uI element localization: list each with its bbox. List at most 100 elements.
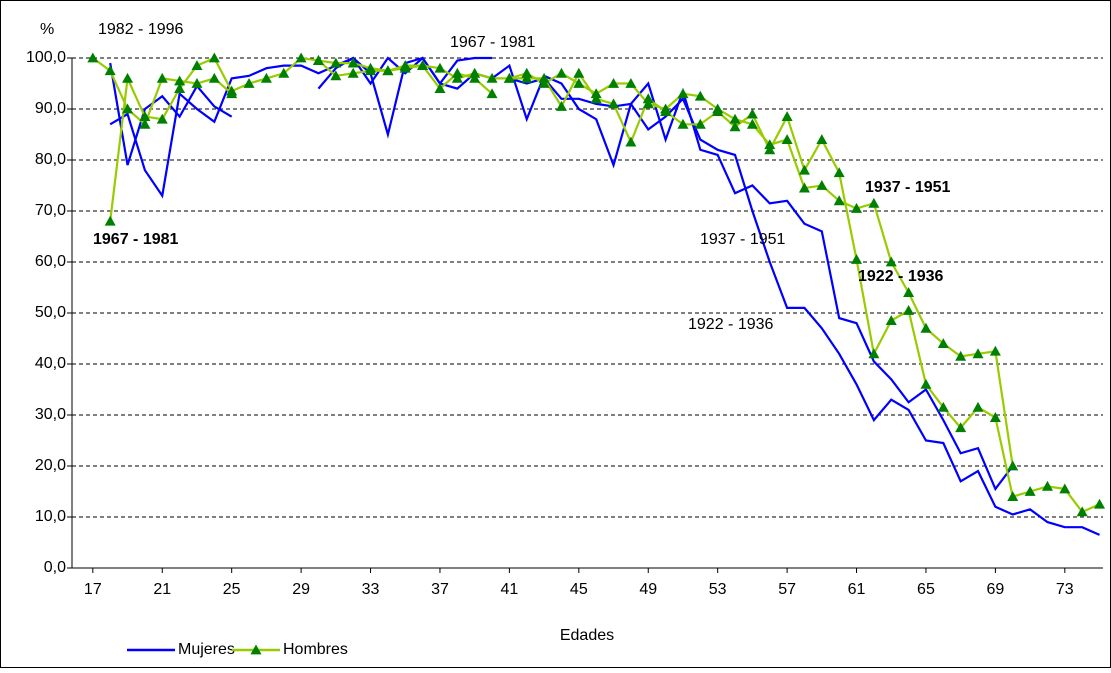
point-marker bbox=[746, 118, 758, 129]
point-marker bbox=[903, 304, 915, 315]
y-axis-label: % bbox=[40, 21, 54, 38]
point-marker bbox=[87, 52, 99, 63]
point-marker bbox=[538, 78, 550, 88]
point-marker bbox=[156, 113, 168, 124]
point-marker bbox=[469, 67, 481, 78]
x-tick-label: 53 bbox=[709, 581, 727, 598]
point-marker bbox=[434, 83, 446, 93]
point-marker bbox=[798, 182, 810, 193]
point-marker bbox=[1094, 498, 1106, 509]
point-marker bbox=[885, 256, 897, 267]
x-tick-label: 41 bbox=[500, 581, 518, 598]
point-marker bbox=[122, 72, 134, 83]
point-marker bbox=[365, 62, 377, 73]
point-marker bbox=[243, 78, 255, 88]
point-marker bbox=[712, 106, 724, 116]
point-marker bbox=[1076, 506, 1088, 517]
point-marker bbox=[989, 345, 1001, 356]
point-marker bbox=[1041, 480, 1053, 491]
point-marker bbox=[555, 67, 567, 78]
x-tick-label: 69 bbox=[986, 581, 1004, 598]
point-marker bbox=[208, 72, 220, 83]
point-marker bbox=[139, 118, 151, 129]
x-tick-label: 25 bbox=[223, 581, 241, 598]
series-line bbox=[317, 56, 1014, 492]
point-marker bbox=[816, 180, 828, 190]
point-marker bbox=[868, 348, 880, 359]
point-marker bbox=[330, 57, 342, 68]
annotation: 1937 - 1951 bbox=[700, 231, 786, 248]
point-marker bbox=[677, 88, 689, 99]
point-marker bbox=[330, 70, 342, 81]
annotation: 1922 - 1936 bbox=[858, 268, 944, 285]
x-tick-label: 65 bbox=[917, 581, 935, 598]
y-tick-label: 40,0 bbox=[35, 355, 66, 372]
point-marker bbox=[608, 78, 620, 88]
point-marker bbox=[122, 103, 134, 114]
point-marker bbox=[417, 60, 429, 71]
point-marker bbox=[642, 98, 654, 109]
point-marker bbox=[955, 422, 967, 433]
point-marker bbox=[781, 111, 793, 122]
point-marker bbox=[174, 83, 186, 93]
point-marker bbox=[139, 111, 151, 122]
point-marker bbox=[486, 88, 498, 99]
x-tick-label: 17 bbox=[84, 581, 102, 598]
point-marker bbox=[208, 52, 220, 63]
point-marker bbox=[781, 134, 793, 144]
x-tick-label: 33 bbox=[362, 581, 380, 598]
point-marker bbox=[104, 65, 116, 76]
point-marker bbox=[660, 106, 672, 116]
point-marker bbox=[156, 72, 168, 83]
annotation: 1937 - 1951 bbox=[865, 179, 951, 196]
point-marker bbox=[903, 287, 915, 297]
series-line bbox=[109, 62, 233, 166]
point-marker bbox=[746, 108, 758, 119]
y-tick-label: 10,0 bbox=[35, 508, 66, 525]
point-marker bbox=[278, 67, 290, 78]
point-marker bbox=[191, 60, 203, 71]
point-marker bbox=[469, 72, 481, 83]
x-tick-label: 49 bbox=[639, 581, 657, 598]
point-marker bbox=[764, 144, 776, 155]
y-tick-label: 0,0 bbox=[44, 559, 66, 576]
point-marker bbox=[573, 67, 585, 78]
point-marker bbox=[833, 167, 845, 178]
point-marker bbox=[434, 62, 446, 73]
y-tick-label: 20,0 bbox=[35, 457, 66, 474]
point-marker bbox=[104, 215, 116, 226]
point-marker bbox=[729, 121, 741, 132]
point-marker bbox=[955, 350, 967, 361]
point-marker bbox=[816, 134, 828, 144]
point-marker bbox=[798, 164, 810, 175]
point-marker bbox=[590, 88, 602, 99]
point-marker bbox=[555, 100, 567, 111]
point-marker bbox=[451, 72, 463, 83]
y-tick-label: 60,0 bbox=[35, 253, 66, 270]
annotation: 1982 - 1996 bbox=[98, 21, 184, 38]
point-marker bbox=[347, 67, 359, 78]
point-marker bbox=[885, 315, 897, 326]
point-marker bbox=[399, 62, 411, 73]
point-marker bbox=[1007, 460, 1019, 471]
point-marker bbox=[521, 72, 533, 83]
annotation: 1922 - 1936 bbox=[688, 316, 774, 333]
point-marker bbox=[382, 65, 394, 76]
point-marker bbox=[868, 197, 880, 208]
point-marker bbox=[573, 78, 585, 88]
point-marker bbox=[833, 195, 845, 206]
point-marker bbox=[226, 85, 238, 96]
point-marker bbox=[295, 52, 307, 63]
x-axis-title: Edades bbox=[560, 627, 614, 644]
legend-marker bbox=[250, 644, 262, 655]
point-marker bbox=[521, 67, 533, 78]
legend-label: Hombres bbox=[283, 641, 348, 658]
point-marker bbox=[764, 139, 776, 150]
point-marker bbox=[937, 401, 949, 412]
point-marker bbox=[538, 72, 550, 83]
point-marker bbox=[1059, 483, 1071, 494]
x-tick-label: 57 bbox=[778, 581, 796, 598]
y-tick-label: 70,0 bbox=[35, 202, 66, 219]
